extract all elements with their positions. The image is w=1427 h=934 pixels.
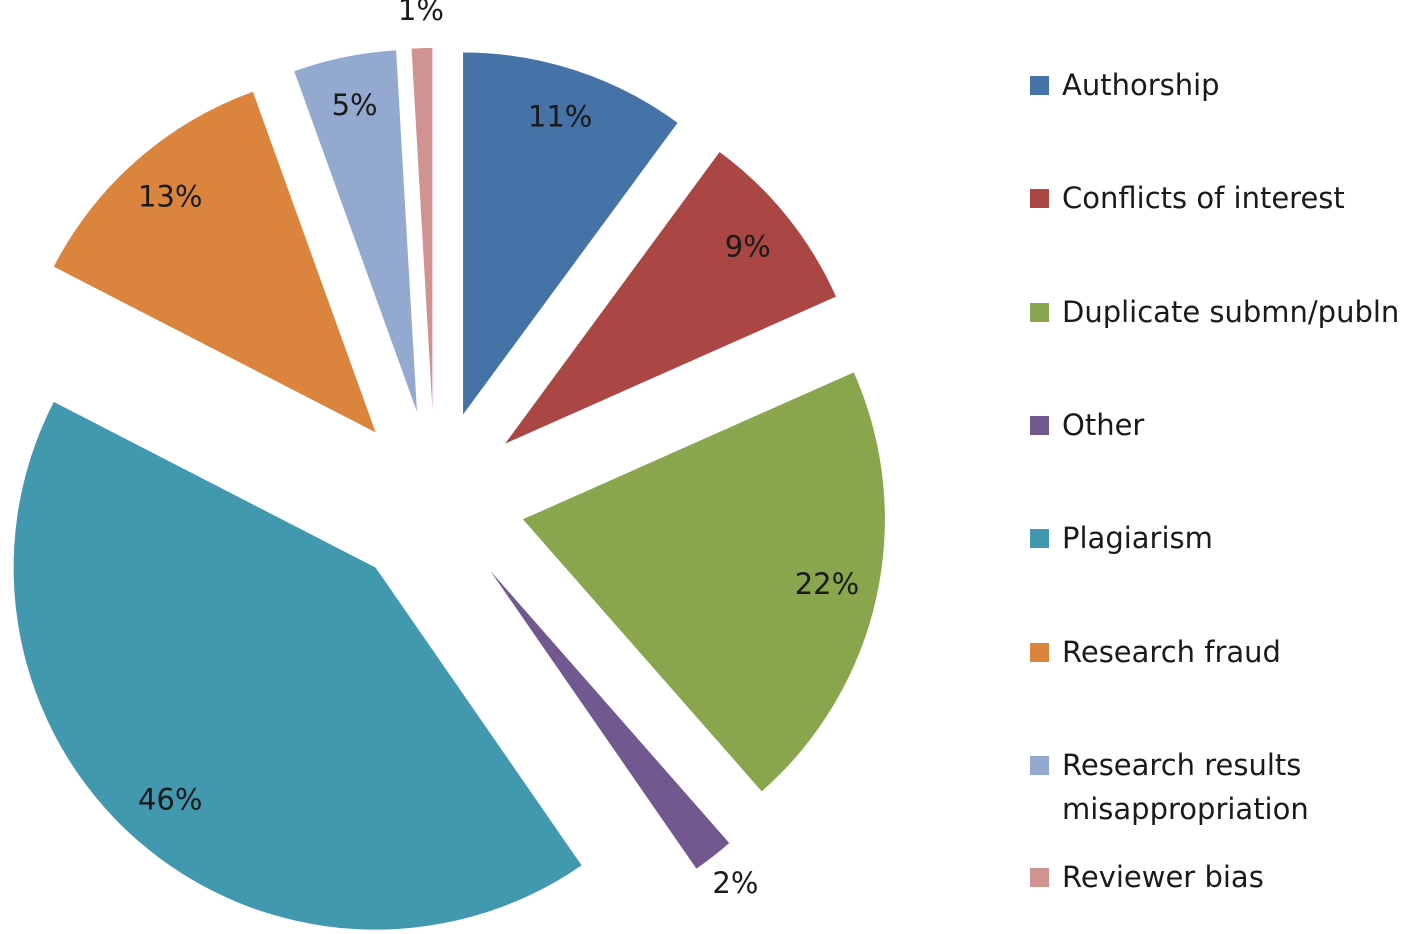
data-label: 46% [138,783,202,817]
legend-item: Research fraud [1030,630,1425,674]
legend-label: Duplicate submn/publn [1062,295,1400,329]
data-label: 22% [795,567,859,601]
pie-slice [490,570,730,869]
data-label: 2% [712,866,758,900]
legend-swatch [1030,529,1049,548]
legend-swatch [1030,76,1049,95]
legend-swatch [1030,416,1049,435]
pie-slice [294,50,417,412]
pie-slice [13,401,582,930]
legend-item: Research results misappropriation [1030,743,1425,831]
legend-item: Plagiarism [1030,516,1425,560]
legend-item: Duplicate submn/publn [1030,290,1425,334]
legend-swatch [1030,303,1049,322]
legend-label: Research results misappropriation [1062,748,1309,826]
data-label: 11% [528,100,592,134]
legend-label: Conflicts of interest [1062,181,1345,215]
legend-label: Authorship [1062,68,1220,102]
pie-slice [505,151,836,444]
data-label: 5% [332,88,378,122]
chart: 11% 9% 22% 2% 46% 13% 5% 1% [13,0,885,930]
legend-label: Reviewer bias [1062,860,1264,894]
pie-slice [522,372,885,792]
data-label: 9% [725,229,771,263]
legend-item: Conflicts of interest [1030,176,1425,220]
legend-swatch [1030,868,1049,887]
data-label: 13% [138,179,202,213]
legend-label: Other [1062,408,1145,442]
legend-item: Authorship [1030,63,1425,107]
legend-item: Other [1030,403,1425,447]
pie-slice [463,52,678,415]
legend-swatch [1030,643,1049,662]
legend-item: Reviewer bias [1030,855,1425,899]
legend-swatch [1030,756,1049,775]
pie-slice [53,91,376,433]
legend-label: Plagiarism [1062,521,1213,555]
pie-slice [411,48,433,411]
legend-swatch [1030,189,1049,208]
legend-label: Research fraud [1062,635,1281,669]
data-label: 1% [398,0,444,27]
